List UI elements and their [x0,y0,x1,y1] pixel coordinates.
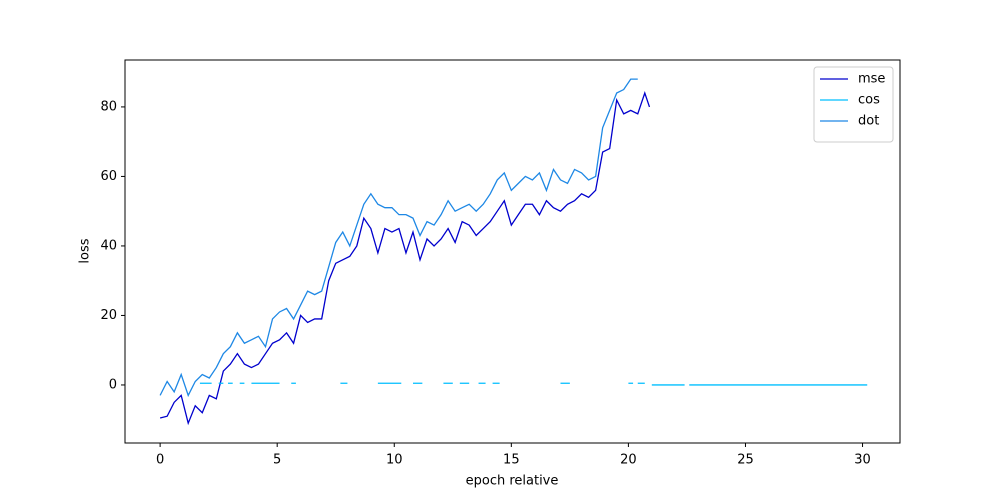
x-tick-label: 20 [620,453,637,468]
plot-frame [124,59,901,444]
x-axis-label: epoch relative [466,474,559,489]
x-tick-label: 25 [737,453,754,468]
y-tick-label: 80 [100,99,117,114]
y-tick-label: 20 [100,308,117,323]
x-tick-label: 5 [273,453,281,468]
legend-label: mse [858,72,885,87]
legend-box [813,66,894,143]
line-cos [199,382,868,386]
legend-label: cos [858,93,880,108]
y-tick-label: 0 [109,377,117,392]
x-tick-label: 10 [386,453,403,468]
x-tick-label: 30 [854,453,871,468]
y-axis-label: loss [78,238,93,263]
line-dot [159,78,638,398]
line-mse [159,90,651,426]
y-tick-label: 40 [100,238,117,253]
x-tick-label: 0 [156,453,164,468]
legend-label: dot [858,114,879,129]
y-tick-label: 60 [100,169,117,184]
x-tick-label: 15 [503,453,520,468]
